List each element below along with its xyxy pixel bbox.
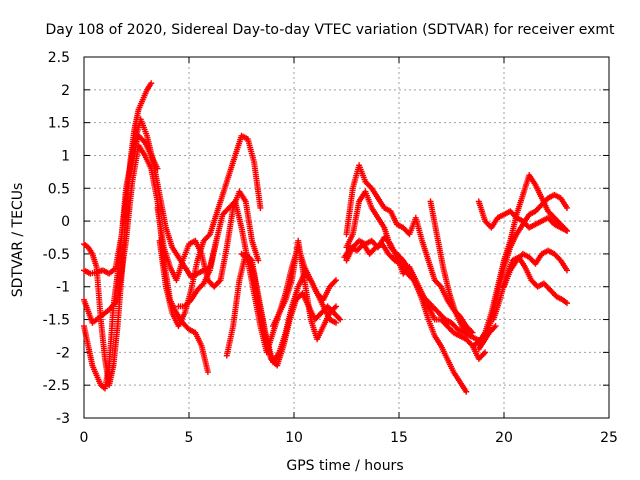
- data-point: [482, 349, 489, 356]
- y-tick-label: 0.5: [48, 181, 70, 197]
- grid: [84, 57, 609, 418]
- data-point: [333, 277, 339, 284]
- data-point: [333, 319, 339, 326]
- data-point: [463, 388, 470, 395]
- y-axis-label: SDTVAR / TECUs: [10, 183, 26, 298]
- y-tick-label: 1: [61, 148, 70, 164]
- y-tick-label: -3: [56, 411, 70, 427]
- axis-ticks: [83, 56, 610, 419]
- data-point: [154, 165, 161, 172]
- y-tick-label: -1: [56, 280, 70, 296]
- y-tick-labels: -3 -2.5 -2 -1.5 -1 -0.5 0 0.5 1 1.5 2 2.5: [43, 50, 70, 427]
- series-arc-18: [475, 198, 570, 234]
- series-arc-15: [427, 198, 472, 336]
- data-point: [148, 80, 155, 87]
- x-tick-label: 20: [495, 430, 513, 446]
- y-tick-label: 0: [61, 214, 70, 230]
- data-point: [333, 303, 339, 310]
- data-points: [81, 80, 570, 395]
- data-point: [257, 204, 264, 211]
- series-arc-9: [238, 250, 339, 366]
- series-arc-6: [156, 132, 264, 330]
- x-tick-label: 0: [80, 430, 89, 446]
- data-point: [204, 369, 211, 376]
- x-axis-label: GPS time / hours: [286, 458, 403, 474]
- y-tick-label: -0.5: [43, 247, 70, 263]
- data-point: [564, 267, 570, 274]
- y-tick-label: 1.5: [48, 116, 70, 132]
- x-tick-label: 5: [185, 430, 194, 446]
- chart-title: Day 108 of 2020, Sidereal Day-to-day VTE…: [46, 22, 616, 38]
- data-point: [564, 300, 570, 307]
- data-point: [564, 227, 570, 234]
- data-point: [255, 257, 262, 264]
- y-tick-label: -1.5: [43, 313, 70, 329]
- data-point: [492, 323, 499, 330]
- data-point: [337, 316, 344, 323]
- data-point: [564, 204, 570, 211]
- x-tick-label: 10: [285, 430, 303, 446]
- x-tick-labels: 0 5 10 15 20 25: [80, 430, 618, 446]
- x-tick-label: 25: [600, 430, 618, 446]
- y-tick-label: -2: [56, 345, 70, 361]
- series-arc-17: [469, 172, 570, 349]
- series-arc-10: [270, 237, 339, 343]
- data-point: [465, 329, 472, 336]
- series-arc-20: [501, 247, 570, 290]
- series-arc-14: [341, 241, 499, 346]
- series-arc-4: [81, 132, 161, 392]
- y-tick-label: -2.5: [43, 378, 70, 394]
- y-tick-label: 2: [61, 83, 70, 99]
- x-tick-label: 15: [390, 430, 408, 446]
- y-tick-label: 2.5: [48, 50, 70, 66]
- plot-frame: [83, 56, 610, 419]
